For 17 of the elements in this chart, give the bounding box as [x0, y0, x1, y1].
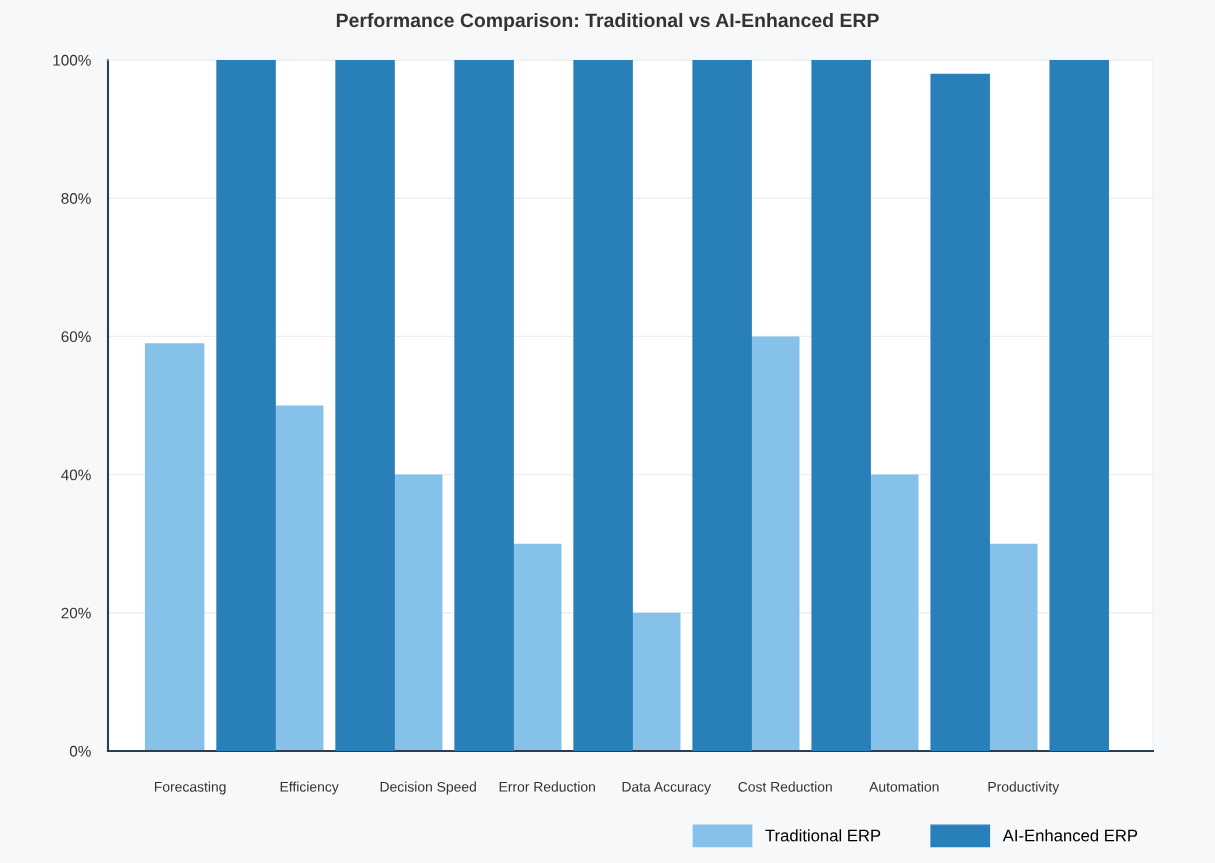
x-tick-label: Automation [869, 781, 939, 792]
x-tick-label: Cost Reduction [738, 781, 832, 792]
y-tick-label: 0% [69, 745, 91, 757]
legend-label: AI-Enhanced ERP [1002, 829, 1138, 842]
y-tick-label: 100% [53, 54, 91, 66]
x-tick-label: Error Reduction [499, 781, 595, 792]
y-tick-label: 20% [61, 607, 91, 619]
x-tick-label: Data Accuracy [622, 782, 711, 795]
chart-title: Performance Comparison: Traditional vs AI-Enhanced ERP [336, 12, 879, 32]
x-tick-label: Productivity [988, 781, 1060, 795]
x-tick-label: Forecasting [154, 781, 226, 795]
legend-label: Traditional ERP [765, 829, 881, 842]
y-tick-label: 60% [61, 331, 91, 343]
x-tick-label: Decision Speed [380, 781, 476, 795]
x-tick-label: Efficiency [280, 781, 339, 795]
y-tick-label: 80% [61, 193, 91, 204]
y-tick-label: 40% [61, 469, 91, 481]
